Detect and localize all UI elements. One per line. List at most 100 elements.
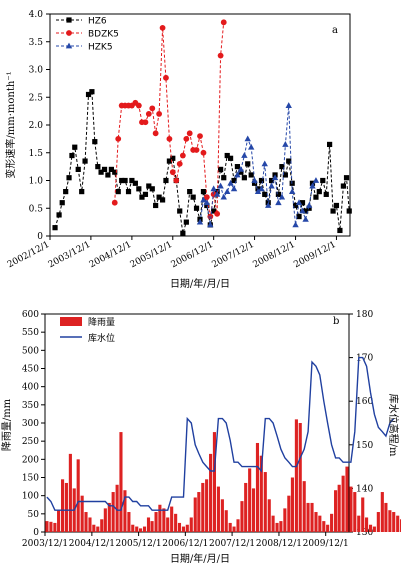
- y2-tick-label: 160: [356, 397, 373, 407]
- rainfall-bar: [212, 432, 216, 532]
- y-tick-label: 2.5: [29, 93, 44, 103]
- data-point-hz6: [346, 208, 352, 214]
- data-point-hzk5: [207, 221, 214, 228]
- y2-tick-label: 150: [356, 441, 373, 451]
- data-point-hzk5: [203, 199, 211, 206]
- data-point-hz6: [313, 194, 319, 200]
- data-point-bdzk5: [214, 210, 221, 217]
- data-point-hz6: [238, 169, 244, 175]
- data-point-hz6: [306, 205, 312, 211]
- rainfall-water-level-chart: 0 50 100 150 200 250 300 350 400 450 500 550 600 130…: [0, 310, 401, 565]
- data-point-hz6: [132, 180, 138, 186]
- rainfall-bar: [162, 508, 166, 532]
- data-point-bdzk5: [173, 177, 180, 184]
- rainfall-bar: [279, 521, 283, 532]
- data-point-hzk5: [247, 143, 255, 150]
- rainfall-bar: [119, 432, 123, 532]
- legend-label: HZK5: [88, 43, 113, 53]
- data-point-hz6: [282, 172, 288, 178]
- rainfall-bar: [185, 524, 189, 532]
- data-point-hzk5: [271, 174, 279, 181]
- data-point-hzk5: [217, 182, 224, 189]
- data-point-bdzk5: [176, 160, 183, 167]
- data-point-hzk5: [196, 218, 204, 225]
- x-axis-title: 日期/年/月/日: [170, 552, 230, 565]
- rainfall-bar: [310, 502, 314, 532]
- rainfall-bar: [177, 522, 182, 532]
- rainfall-bar: [361, 497, 365, 532]
- rainfall-bar: [365, 517, 369, 532]
- rainfall-bar: [61, 479, 65, 532]
- data-point-bdzk5: [186, 130, 193, 137]
- data-point-hzk5: [213, 190, 221, 197]
- rainfall-bar: [150, 521, 154, 532]
- rainfall-bar: [228, 522, 232, 532]
- rainfall-bar: [306, 502, 310, 532]
- data-point-hz6: [170, 155, 176, 161]
- data-point-hz6: [59, 200, 65, 206]
- rainfall-bar: [205, 479, 209, 532]
- rainfall-bar: [146, 517, 151, 532]
- rainfall-bar: [197, 492, 201, 532]
- legend-swatch-rainfall: [60, 317, 82, 326]
- data-point-hz6: [115, 189, 121, 195]
- data-point-hzk5: [227, 179, 234, 186]
- rainfall-bar: [349, 486, 353, 532]
- rainfall-bar: [290, 477, 294, 532]
- data-point-hz6: [56, 212, 62, 218]
- y-tick-label: 3.5: [29, 38, 44, 48]
- y-tick-label: 450: [22, 365, 39, 375]
- legend-marker: [66, 17, 72, 23]
- series-line-hz6: [54, 90, 350, 234]
- x-axis-ticks: 2003/12/1 2004/12/1 2005/12/1 2006/12/1 2007…: [22, 532, 349, 549]
- data-point-hzk5: [288, 188, 296, 194]
- rainfall-bar: [88, 517, 92, 532]
- rainfall-bar: [372, 526, 376, 532]
- data-point-hzk5: [210, 185, 217, 192]
- x-tick-label: 2002/12/1: [6, 240, 51, 270]
- data-point-bdzk5: [156, 111, 163, 117]
- data-point-bdzk5: [166, 135, 173, 142]
- data-point-hz6: [166, 158, 173, 164]
- data-point-hz6: [343, 175, 350, 181]
- data-point-bdzk5: [135, 102, 142, 109]
- data-point-hz6: [101, 166, 108, 172]
- rainfall-bar: [193, 497, 197, 532]
- x-tick-label: 2006/12/1: [170, 240, 215, 270]
- data-point-hzk5: [312, 177, 320, 183]
- data-point-hz6: [119, 177, 125, 184]
- rainfall-bar: [154, 512, 158, 532]
- x-tick-label: 2004/12/1: [69, 539, 115, 549]
- data-point-hz6: [204, 202, 210, 209]
- data-point-hzk5: [295, 199, 303, 206]
- y-tick-label: 1.5: [29, 149, 44, 159]
- data-point-hz6: [72, 144, 78, 150]
- rainfall-bar: [240, 501, 244, 532]
- rainfall-bar: [76, 459, 80, 532]
- data-point-hz6: [136, 186, 142, 192]
- series-group: [52, 19, 352, 236]
- data-point-hz6: [224, 152, 230, 159]
- data-point-bdzk5: [197, 133, 203, 140]
- rainfall-bar: [334, 490, 338, 532]
- rainfall-bar: [353, 492, 357, 532]
- data-point-hzk5: [254, 188, 262, 194]
- data-point-hzk5: [299, 207, 306, 214]
- y-tick-label: 3.0: [29, 66, 44, 76]
- rainfall-bar: [232, 526, 236, 532]
- rainfall-bar: [244, 482, 248, 532]
- data-point-hzk5: [251, 177, 258, 183]
- y-tick-label: 550: [22, 328, 39, 338]
- rainfall-bar: [298, 423, 302, 532]
- legend-label: HZ6: [88, 17, 107, 27]
- y-tick-label: 0: [33, 528, 39, 538]
- y-tick-label: 500: [22, 346, 39, 356]
- deformation-rate-chart: 0 0.5 1.0 1.5 2.0 2.5 3.0 3.5 4.0 2002/12/12003/…: [4, 10, 352, 290]
- data-point-hz6: [142, 191, 149, 197]
- y-axis-ticks: 0 50 100 150 200 250 300 350 400 450 500 550 600: [22, 310, 45, 538]
- rainfall-bar: [189, 517, 193, 532]
- rainfall-bar: [399, 519, 401, 532]
- panel-label: a: [332, 25, 338, 36]
- rainfall-bar: [57, 510, 61, 532]
